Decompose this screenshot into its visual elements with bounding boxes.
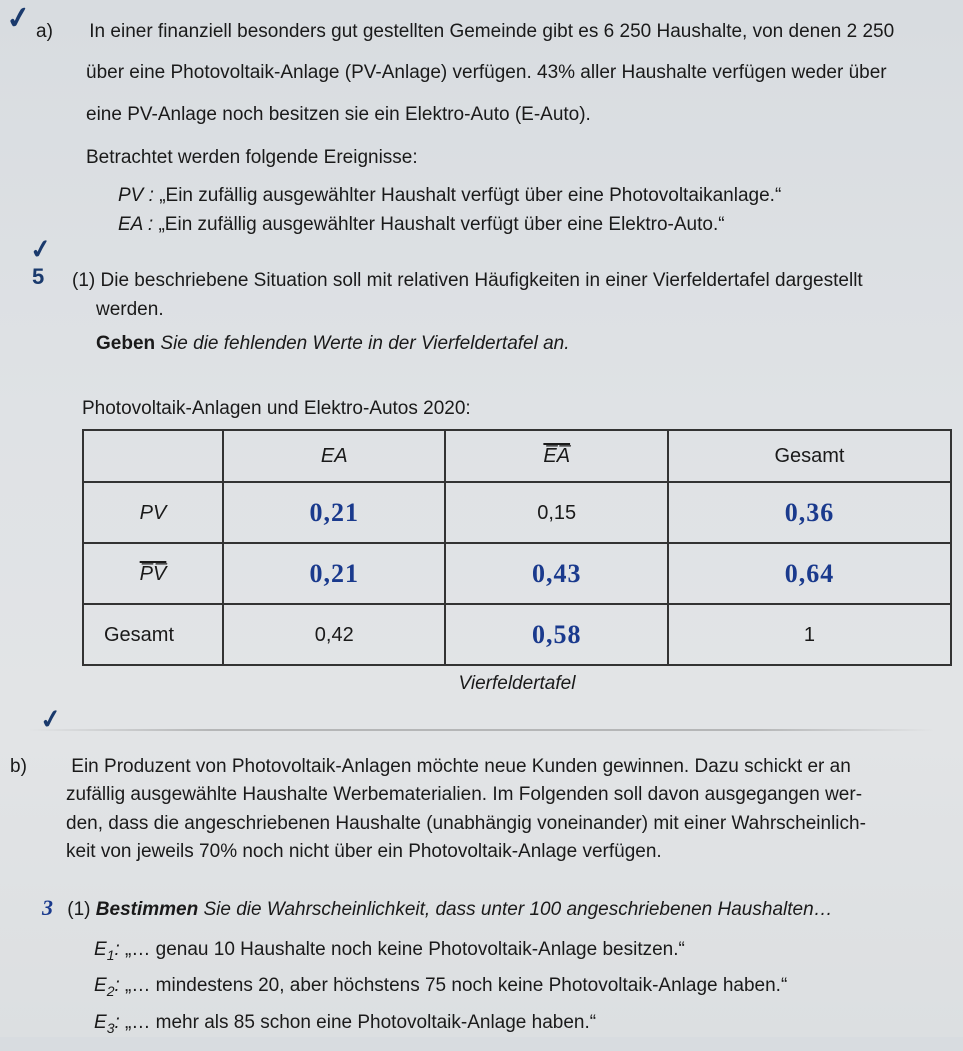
points-annotation-b1: 3: [42, 891, 62, 924]
event-pv: PV : „Ein zufällig ausgewählter Haushalt…: [118, 182, 935, 211]
paragraph-a-line3: eine PV-Anlage noch besitzen sie ein Ele…: [86, 101, 935, 130]
cell-gesamt-gesamt: 1: [668, 604, 951, 665]
table-row-gesamt: Gesamt 0,42 0,58 1: [83, 604, 951, 665]
paragraph-a-line2: über eine Photovoltaik-Anlage (PV-Anlage…: [86, 59, 935, 88]
row-label-gesamt: Gesamt: [83, 604, 223, 665]
row-label-pv: PV: [83, 482, 223, 543]
ea-label: EA :: [118, 214, 153, 235]
e1-text: „… genau 10 Haushalte noch keine Photovo…: [125, 939, 685, 960]
e1-sym: E1:: [94, 939, 120, 960]
cell-notpv-gesamt: 0,64: [668, 543, 951, 604]
sub-b1-rest: Sie die Wahrscheinlichkeit, dass unter 1…: [204, 899, 833, 920]
cell-pv-ea: 0,21: [223, 482, 445, 543]
paragraph-a-line1: a) In einer finanziell besonders gut ges…: [76, 18, 935, 47]
events-intro: Betrachtet werden folgende Ereignisse:: [86, 144, 935, 173]
event-ea: EA : „Ein zufällig ausgewählter Haushalt…: [118, 211, 935, 240]
table-row-notpv: P̅V̅ 0,21 0,43 0,64: [83, 543, 951, 604]
e2-sym: E2:: [94, 975, 120, 996]
pv-label: PV :: [118, 185, 154, 206]
instr-a1-bold: Geben: [96, 333, 155, 354]
pv-def: „Ein zufällig ausgewählter Haushalt verf…: [159, 185, 781, 206]
event-e3: E3: „… mehr als 85 schon eine Photovolta…: [94, 1005, 935, 1041]
cell-pv-notea: 0,15: [445, 482, 667, 543]
th-blank: [83, 430, 223, 482]
sub-a1: (1) Die beschriebene Situation soll mit …: [72, 267, 935, 324]
e3-text: „… mehr als 85 schon eine Photovoltaik-A…: [125, 1012, 596, 1033]
event-list-b: E1: „… genau 10 Haushalte noch keine Pho…: [94, 932, 935, 1041]
th-ea: EA: [223, 430, 445, 482]
paragraph-b-line4: keit von jeweils 70% noch nicht über ein…: [66, 838, 935, 867]
text-a-line1: In einer finanziell besonders gut gestel…: [89, 21, 894, 42]
instr-a1: Geben Sie die fehlenden Werte in der Vie…: [96, 330, 935, 359]
cell-gesamt-notea: 0,58: [445, 604, 667, 665]
table-row-pv: PV 0,21 0,15 0,36: [83, 482, 951, 543]
event-e1: E1: „… genau 10 Haushalte noch keine Pho…: [94, 932, 935, 968]
table-header-row: EA E̅A̅ Gesamt: [83, 430, 951, 482]
sub-a1-text: Die beschriebene Situation soll mit rela…: [96, 270, 863, 320]
cell-notpv-notea: 0,43: [445, 543, 667, 604]
paragraph-b-line3: den, dass die angeschriebenen Haushalte …: [66, 810, 935, 839]
cell-pv-gesamt: 0,36: [668, 482, 951, 543]
points-annotation-a1: 5: [32, 260, 44, 293]
cell-notpv-ea: 0,21: [223, 543, 445, 604]
row-label-notpv-text: P̅V̅: [140, 563, 167, 585]
cell-gesamt-ea: 0,42: [223, 604, 445, 665]
checkmark-after-table-icon: ✓: [37, 699, 64, 741]
th-gesamt: Gesamt: [668, 430, 951, 482]
vierfeldertafel-table: EA E̅A̅ Gesamt PV 0,21 0,15 0,36 P̅V̅ 0,…: [82, 429, 952, 666]
paragraph-b-line2: zufällig ausgewählte Haushalte Werbemate…: [66, 781, 935, 810]
row-label-notpv: P̅V̅: [83, 543, 223, 604]
th-not-ea-text: E̅A̅: [543, 445, 570, 467]
table-title: Photovoltaik-Anlagen und Elektro-Autos 2…: [82, 395, 935, 424]
ea-def: „Ein zufällig ausgewählter Haushalt verf…: [158, 214, 724, 235]
sub-b1: 3 (1) Bestimmen Sie die Wahrscheinlichke…: [56, 891, 935, 925]
sub-b1-bold: Bestimmen: [96, 899, 198, 920]
text-b-line1: Ein Produzent von Photovoltaik-Anlagen m…: [71, 756, 851, 777]
sub-b1-num: (1): [67, 899, 90, 920]
e3-sym: E3:: [94, 1012, 120, 1033]
table-caption: Vierfeldertafel: [82, 670, 952, 699]
e2-text: „… mindestens 20, aber höchstens 75 noch…: [125, 975, 787, 996]
page-divider: [28, 729, 935, 731]
th-not-ea: E̅A̅: [445, 430, 667, 482]
checkmark-a-icon: ✓: [3, 0, 34, 43]
part-b: b) Ein Produzent von Photovoltaik-Anlage…: [32, 753, 935, 1042]
sub-a1-num: (1): [72, 270, 95, 291]
event-e2: E2: „… mindestens 20, aber höchstens 75 …: [94, 968, 935, 1004]
paragraph-b-line1: b) Ein Produzent von Photovoltaik-Anlage…: [66, 753, 935, 782]
label-a: a): [56, 18, 84, 47]
instr-a1-rest: Sie die fehlenden Werte in der Vierfelde…: [160, 333, 569, 354]
exercise-page: ✓ ✓ 5 a) In einer finanziell besonders g…: [0, 0, 963, 1051]
label-b: b): [38, 753, 66, 782]
